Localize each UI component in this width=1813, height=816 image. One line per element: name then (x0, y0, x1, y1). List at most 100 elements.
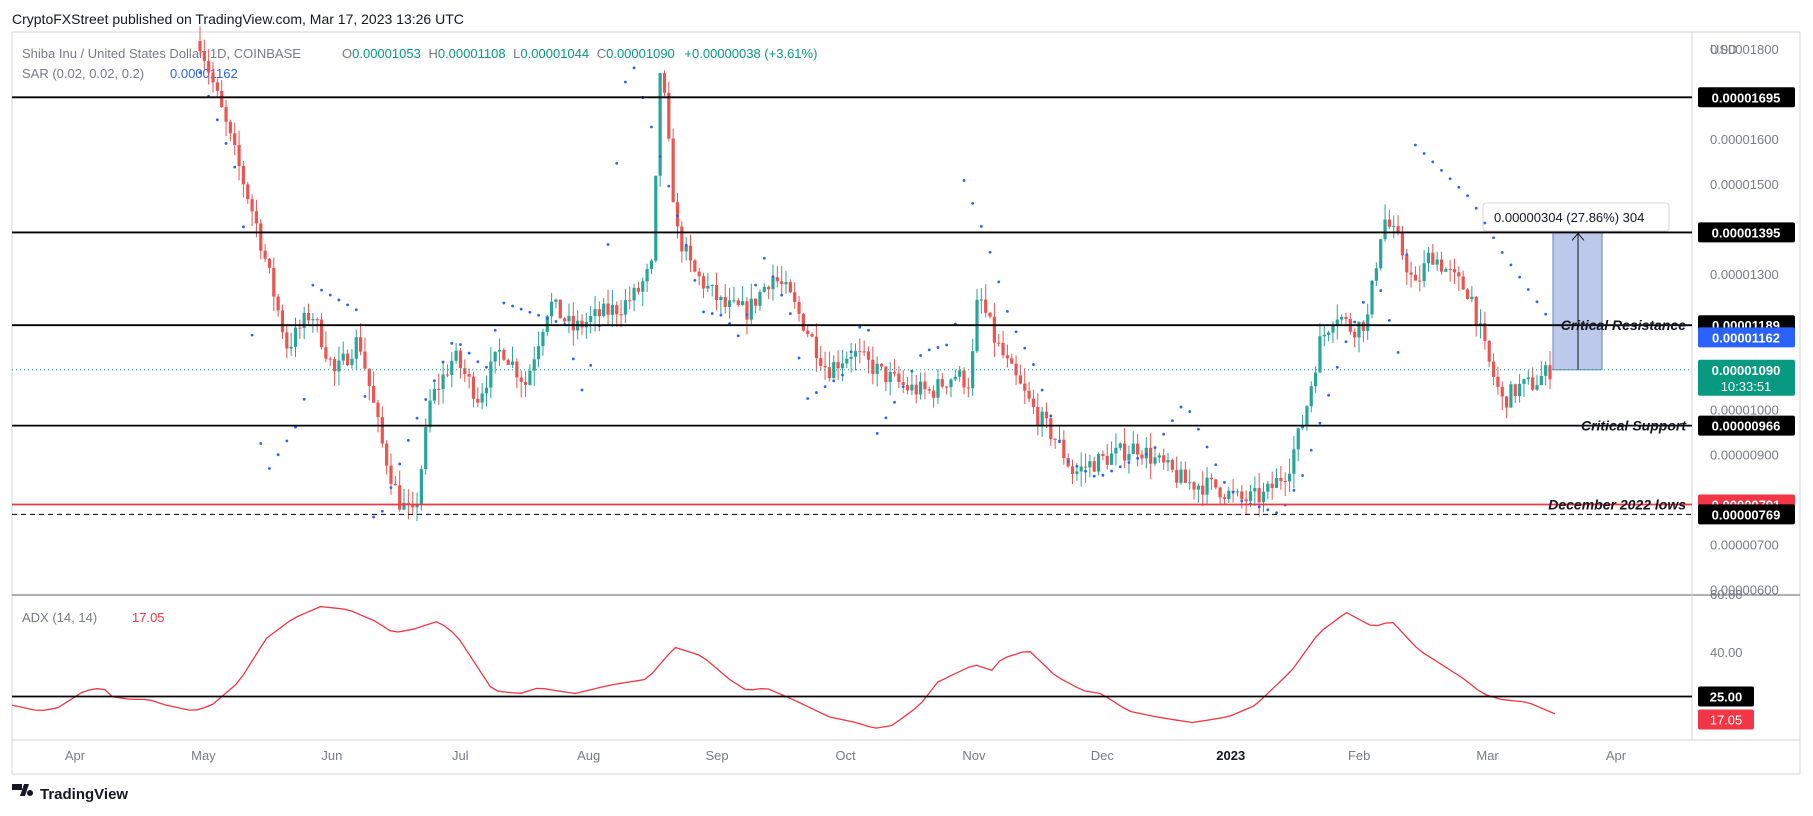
sar-dot (1205, 445, 1209, 449)
candle-body (806, 330, 810, 335)
candle-body (528, 370, 532, 385)
sar-dot (1396, 351, 1400, 354)
sar-dot (936, 346, 940, 349)
sar-dot (754, 283, 758, 287)
adx-label: ADX (14, 14) (22, 610, 97, 625)
sar-dot (624, 80, 627, 84)
candle-body (1218, 487, 1222, 498)
candle-body (454, 350, 458, 361)
sar-dot (1414, 143, 1417, 147)
sar-dot (1292, 488, 1296, 492)
sar-dot (979, 225, 983, 228)
candle-body (1266, 483, 1270, 492)
candle-body (1036, 407, 1040, 426)
candle-body (380, 417, 384, 444)
open-label: O (342, 46, 352, 61)
sar-dot (276, 453, 280, 457)
candle-body (332, 358, 337, 372)
candle-body (1370, 280, 1374, 315)
sar-dot (250, 333, 254, 337)
candle-body (662, 73, 667, 93)
candle-body (1222, 497, 1227, 500)
sar-dot (320, 288, 323, 292)
sar-dot (632, 66, 636, 70)
candle-body (1496, 376, 1500, 387)
sar-dot (337, 298, 341, 302)
candle-body (1313, 372, 1318, 387)
sar-dot (1223, 481, 1226, 484)
sar-dot (832, 379, 836, 383)
candle-body (1175, 469, 1179, 483)
sar-dot (415, 416, 419, 420)
candle-body (1305, 406, 1309, 427)
sar-dot (710, 312, 714, 315)
candle-body (840, 363, 845, 369)
candle-body (293, 327, 298, 347)
candle-body (437, 388, 441, 390)
candle-body (215, 82, 219, 91)
sar-dot (667, 184, 671, 188)
candle-body (493, 351, 497, 362)
sar-dot (1214, 463, 1218, 467)
candle-body (402, 502, 406, 510)
candle-body (767, 286, 771, 290)
candle-body (619, 314, 623, 316)
candle-body (684, 245, 688, 252)
candle-body (1075, 471, 1079, 475)
candle-body (480, 393, 484, 403)
candle-body (628, 300, 632, 302)
candle-body (1274, 477, 1279, 488)
candle-body (272, 267, 276, 297)
candle-body (932, 390, 936, 398)
time-tick-label: Apr (1606, 748, 1627, 763)
candle-body (1387, 219, 1391, 227)
candle-body (1353, 331, 1357, 338)
candle-body (1044, 411, 1049, 419)
sar-dot (1535, 300, 1539, 304)
tradingview-logo[interactable]: TradingView (12, 784, 128, 803)
candle-body (1092, 461, 1096, 472)
candle-body (775, 277, 779, 282)
measure-arrowhead (1571, 232, 1585, 241)
candle-body (432, 388, 437, 401)
candle-body (1118, 443, 1122, 448)
sar-dot (910, 369, 914, 373)
sar-dot (433, 379, 436, 383)
candle-body (489, 361, 493, 388)
sar-dot (901, 385, 905, 389)
sar-dot (372, 515, 376, 519)
candle-body (1188, 482, 1192, 484)
candle-body (324, 347, 328, 359)
candle-body (1096, 454, 1101, 472)
currency-label: USD (1710, 42, 1737, 57)
candlestick-series (198, 26, 1552, 522)
candle-body (502, 349, 506, 360)
candle-body (1296, 428, 1300, 450)
sar-dot (589, 363, 593, 367)
candle-body (1344, 316, 1348, 319)
candle-body (306, 312, 311, 321)
candle-body (793, 292, 797, 302)
candle-body (871, 359, 875, 374)
sar-dot (1457, 185, 1461, 189)
time-tick-label: Dec (1091, 748, 1115, 763)
candle-body (1405, 255, 1409, 273)
sar-dot (693, 279, 697, 282)
candle-body (345, 353, 350, 366)
candle-body (979, 299, 983, 301)
candle-body (237, 144, 241, 167)
candle-body (701, 276, 706, 289)
candle-body (1366, 314, 1370, 331)
sar-dot (1110, 469, 1113, 473)
candle-body (784, 282, 788, 285)
sar-dot (806, 397, 810, 400)
sar-dot (1101, 473, 1105, 477)
candle-body (910, 384, 914, 391)
candle-body (615, 305, 619, 315)
sar-dot (233, 165, 237, 169)
ohlc-legend: O0.00001053 H0.00001108 L0.00001044 C0.0… (342, 46, 817, 61)
price-tags: 0.000016950.000013950.000011890.00000966… (1698, 87, 1795, 525)
candle-body (814, 336, 818, 359)
candle-body (541, 331, 545, 347)
sar-dot (1353, 320, 1357, 324)
